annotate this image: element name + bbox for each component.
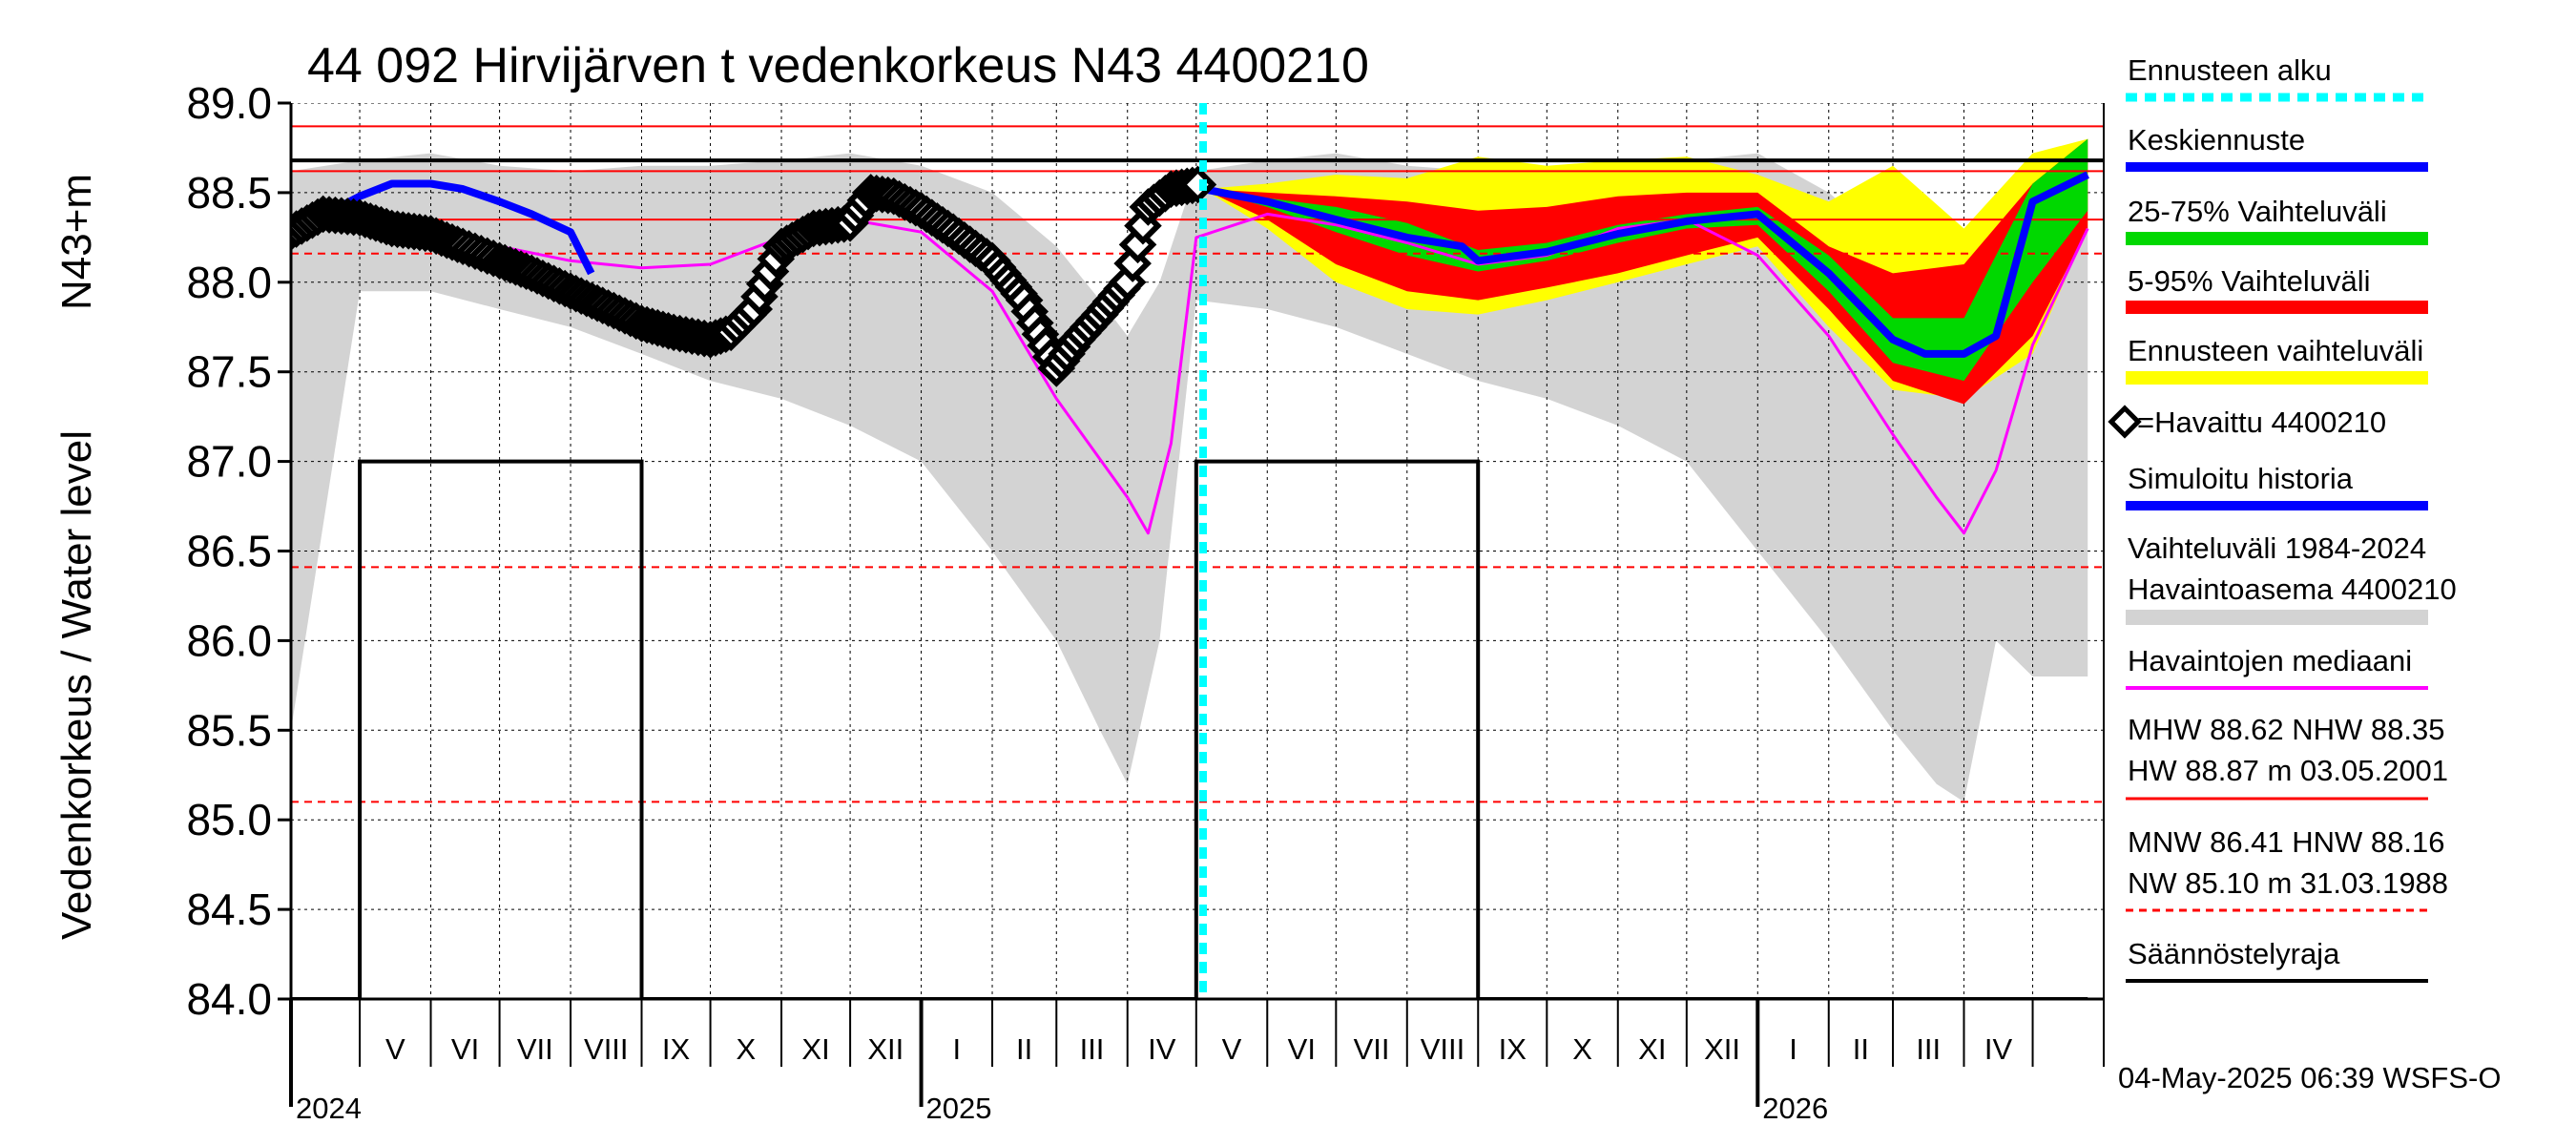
legend-25-75-label: 25-75% Vaihteluväli xyxy=(2128,195,2387,228)
plot-area xyxy=(289,103,2105,1001)
x-month-label: VIII xyxy=(1421,1032,1465,1066)
regulation-limit-line xyxy=(291,459,2088,999)
mean-forecast-line xyxy=(1202,171,2089,358)
x-month-label: XII xyxy=(867,1032,904,1066)
x-month-label: VI xyxy=(451,1032,479,1066)
x-month-label: IV xyxy=(1984,1032,2013,1066)
x-axis-month-labels: V VI VII VIII IX X XI XII I II III IV V VI VII VIII IX X X… xyxy=(289,999,2105,1125)
legend-stats-low-1: MNW 86.41 HNW 88.16 xyxy=(2128,825,2445,859)
x-month-label: II xyxy=(1853,1032,1869,1066)
x-month-label: X xyxy=(736,1032,756,1066)
x-month-label: VII xyxy=(517,1032,553,1066)
y-tick-label: 84.0 xyxy=(186,974,272,1024)
x-month-label: VIII xyxy=(584,1032,629,1066)
forecast-25-75-band xyxy=(1203,138,2088,382)
x-month-label: IX xyxy=(662,1032,691,1066)
legend-regulation-label: Säännöstelyraja xyxy=(2128,937,2340,970)
legend-forecast-start-label: Ennusteen alku xyxy=(2128,53,2332,87)
x-month-label: III xyxy=(1916,1032,1941,1066)
y-tick-labels: 89.0 88.5 88.0 87.5 87.0 86.5 86.0 85.5 85.0 84.5… xyxy=(186,78,291,1024)
x-month-label: I xyxy=(952,1032,961,1066)
x-month-label: X xyxy=(1572,1032,1592,1066)
legend-forecast-range-label: Ennusteen vaihteluväli xyxy=(2128,334,2423,367)
legend-stats-low-2: NW 85.10 m 31.03.1988 xyxy=(2128,866,2448,900)
legend-observed-diamond-icon xyxy=(2108,405,2142,439)
y-tick-label: 88.5 xyxy=(186,168,272,218)
x-month-label: I xyxy=(1789,1032,1797,1066)
x-month-label: XI xyxy=(1638,1032,1666,1066)
x-month-label: II xyxy=(1016,1032,1032,1066)
legend-stats-high-1: MHW 88.62 NHW 88.35 xyxy=(2128,713,2445,746)
legend-median-label: Havaintojen mediaani xyxy=(2128,644,2412,677)
chart-title: 44 092 Hirvijärven t vedenkorkeus N43 44… xyxy=(307,38,1369,94)
y-tick-label: 87.0 xyxy=(186,437,272,487)
y-tick-label: 86.0 xyxy=(186,615,272,665)
y-tick-label: 85.5 xyxy=(186,705,272,755)
x-year-label: 2025 xyxy=(926,1092,992,1125)
x-month-label: III xyxy=(1080,1032,1105,1066)
legend-stats-high-2: HW 88.87 m 03.05.2001 xyxy=(2128,754,2448,787)
y-axis-label: Vedenkorkeus / Water level xyxy=(53,430,100,940)
simulated-history-line xyxy=(291,179,595,276)
x-year-label: 2026 xyxy=(1762,1092,1828,1125)
legend-observed-label: =Havaittu 4400210 xyxy=(2137,406,2386,439)
x-month-label: XII xyxy=(1704,1032,1740,1066)
legend-5-95-label: 5-95% Vaihteluväli xyxy=(2128,264,2370,298)
y-tick-label: 86.5 xyxy=(186,527,272,576)
median-line xyxy=(291,212,2089,535)
observed-series xyxy=(291,165,1217,387)
y-tick-label: 87.5 xyxy=(186,347,272,397)
x-month-label: VII xyxy=(1354,1032,1390,1066)
forecast-5-95-band xyxy=(1203,138,2088,405)
x-month-label: IV xyxy=(1148,1032,1176,1066)
legend-hist-range-label-1: Vaihteluväli 1984-2024 xyxy=(2128,531,2426,565)
x-month-label: XI xyxy=(801,1032,829,1066)
y-tick-label: 85.0 xyxy=(186,795,272,844)
y-tick-label: 84.5 xyxy=(186,885,272,934)
plot-content xyxy=(291,103,2104,999)
y-tick-label: 89.0 xyxy=(186,78,272,128)
y-axis-labels: Vedenkorkeus / Water level N43+m xyxy=(53,174,100,940)
y-axis-unit-label: N43+m xyxy=(53,174,100,310)
legend: Ennusteen alku Keskiennuste 25-75% Vaiht… xyxy=(2108,53,2457,983)
x-month-label: IX xyxy=(1499,1032,1527,1066)
timestamp-footer: 04-May-2025 06:39 WSFS-O xyxy=(2118,1061,2501,1094)
observed-point xyxy=(1178,165,1217,204)
legend-mean-forecast-label: Keskiennuste xyxy=(2128,123,2305,156)
x-year-label: 2024 xyxy=(296,1092,362,1125)
legend-hist-range-label-2: Havaintoasema 4400210 xyxy=(2128,572,2457,606)
x-month-label: V xyxy=(1222,1032,1242,1066)
legend-simulated-label: Simuloitu historia xyxy=(2128,462,2354,495)
x-month-label: VI xyxy=(1288,1032,1316,1066)
x-month-label: V xyxy=(385,1032,405,1066)
y-tick-label: 88.0 xyxy=(186,258,272,307)
